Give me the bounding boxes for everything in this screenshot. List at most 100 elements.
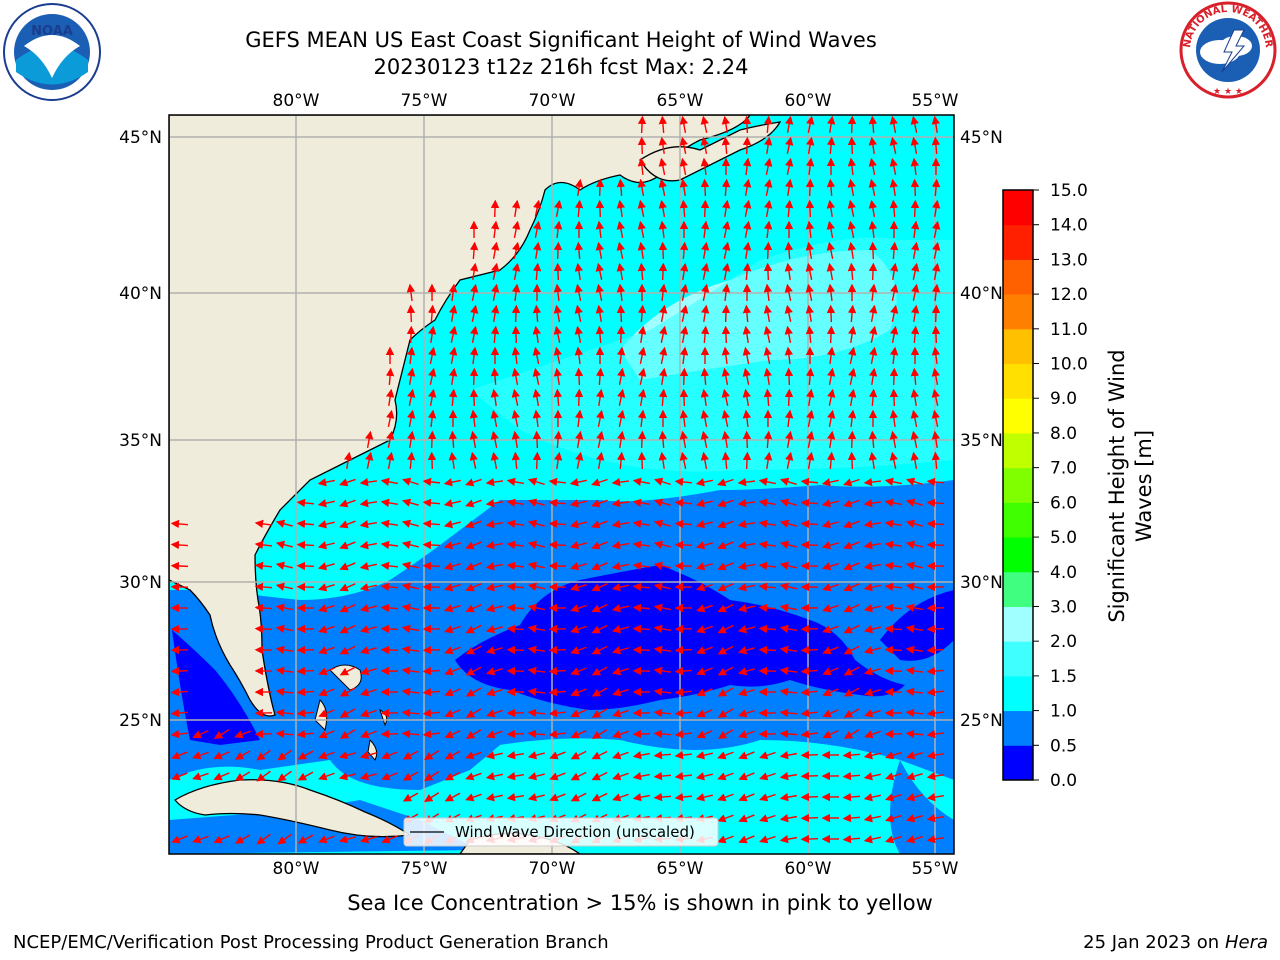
wave-arrow (674, 729, 693, 739)
wave-arrow (764, 157, 773, 175)
wave-arrow (674, 666, 693, 676)
wave-arrow (569, 562, 587, 571)
wave-arrow (570, 604, 587, 613)
wave-arrow (317, 520, 335, 529)
wave-arrow (885, 751, 902, 760)
wave-arrow (738, 688, 755, 697)
wave-arrow (401, 666, 420, 676)
wave-arrow (616, 220, 625, 238)
wave-arrow (826, 346, 836, 365)
wave-arrow (465, 687, 482, 697)
wave-arrow (275, 729, 294, 739)
wave-arrow (275, 561, 293, 570)
wave-arrow (931, 304, 941, 323)
wave-arrow (318, 751, 335, 760)
wave-arrow (506, 498, 525, 507)
wave-arrow (884, 582, 903, 592)
wave-arrow (805, 199, 815, 218)
wave-arrow (847, 241, 856, 260)
wave-arrow (742, 367, 751, 385)
wave-arrow (591, 666, 608, 676)
wave-arrow (616, 325, 626, 344)
wave-arrow (701, 262, 710, 280)
wave-arrow (254, 603, 273, 613)
wave-arrow (700, 220, 710, 239)
wave-arrow (847, 304, 857, 323)
wave-arrow (779, 561, 797, 570)
wave-arrow (784, 346, 794, 365)
wave-arrow (406, 304, 416, 323)
wave-arrow (737, 498, 756, 508)
wave-arrow (696, 604, 713, 613)
wave-arrow (611, 520, 630, 529)
wave-arrow (910, 388, 919, 407)
wave-arrow (570, 771, 587, 781)
wave-arrow (759, 793, 776, 802)
wave-arrow (527, 751, 545, 760)
wave-arrow (616, 346, 626, 365)
wave-arrow (905, 540, 923, 549)
wave-arrow (485, 751, 503, 760)
wave-arrow (407, 409, 416, 427)
wave-arrow (695, 520, 713, 529)
wave-arrow (889, 409, 899, 428)
wave-arrow (527, 561, 545, 570)
lon-label-top: 70°W (529, 91, 576, 111)
wave-arrow (869, 367, 878, 386)
wave-arrow (717, 835, 734, 844)
wave-arrow (742, 157, 752, 176)
wave-arrow (506, 772, 525, 781)
wave-arrow (931, 283, 941, 302)
wave-arrow (763, 304, 772, 322)
wave-arrow (401, 582, 419, 591)
wave-arrow (381, 751, 398, 760)
wave-arrow (553, 325, 562, 343)
wave-arrow (591, 792, 608, 802)
wave-arrow (637, 136, 647, 155)
wave-arrow (717, 645, 734, 655)
wave-arrow (553, 430, 563, 449)
wave-arrow (721, 367, 730, 385)
wave-arrow (401, 519, 419, 528)
wave-arrow (192, 751, 209, 760)
colorbar-tick-label: 0.5 (1050, 736, 1077, 756)
wave-arrow (359, 772, 377, 781)
wave-arrow (721, 409, 730, 427)
wave-arrow (428, 367, 437, 385)
wave-arrow (889, 346, 899, 365)
wave-arrow (868, 178, 877, 196)
wave-arrow (444, 688, 461, 697)
wave-arrow (717, 793, 734, 802)
wave-arrow (658, 388, 668, 407)
wave-arrow (465, 708, 482, 718)
wave-arrow (170, 708, 189, 718)
wave-arrow (422, 477, 441, 487)
wave-arrow (365, 451, 374, 469)
wave-arrow (763, 220, 773, 239)
wave-arrow (469, 430, 478, 448)
wave-arrow (674, 540, 693, 550)
wave-arrow (847, 451, 857, 470)
wave-arrow (506, 751, 525, 760)
wave-arrow (905, 582, 923, 591)
wave-arrow (763, 325, 772, 343)
wave-arrow (570, 688, 587, 697)
wave-arrow (611, 541, 629, 550)
wave-arrow (826, 283, 836, 302)
wave-arrow (485, 498, 504, 508)
wave-arrow (490, 388, 499, 407)
wave-arrow (905, 498, 923, 507)
wave-arrow (658, 262, 668, 281)
colorbar-label: Significant Height of Wind Waves [m] (1105, 349, 1156, 623)
wave-arrow (863, 583, 881, 592)
wave-arrow (884, 498, 902, 507)
wave-arrow (339, 478, 356, 487)
colorbar-segment (1003, 363, 1033, 399)
wave-arrow (612, 688, 629, 697)
wave-arrow (743, 241, 752, 260)
wave-arrow (784, 325, 793, 343)
wave-arrow (911, 283, 920, 301)
wave-arrow (847, 430, 857, 449)
wave-arrow (758, 498, 777, 507)
wave-arrow (674, 519, 693, 529)
